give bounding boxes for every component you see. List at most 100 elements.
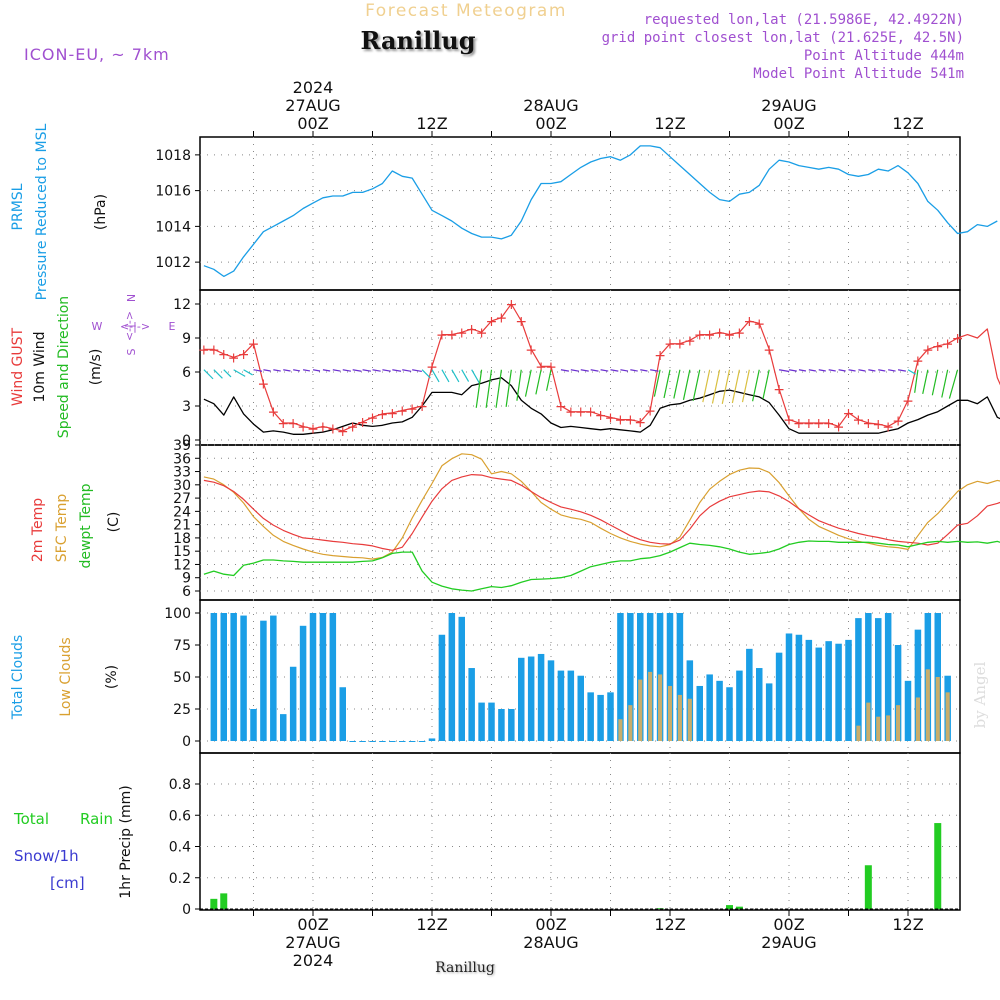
ytick-label-precip: 0.6 [169, 808, 191, 824]
total-cloud-bar [795, 634, 803, 741]
gust-marker: + [843, 406, 855, 422]
total-cloud-bar [666, 613, 674, 741]
low-cloud-bar [886, 715, 891, 741]
grid-coords: grid point closest lon,lat (21.625E, 42.… [602, 30, 964, 46]
pressure-unit: (hPa) [93, 194, 109, 230]
panel-frame-precip [199, 752, 961, 911]
wind-direction-arrow [570, 369, 580, 372]
dew-label: dewpt Temp [78, 483, 94, 568]
gust-marker: + [535, 359, 547, 375]
gust-marker: + [386, 406, 398, 422]
wind-direction-arrow [302, 369, 311, 372]
total-cloud-bar [408, 741, 416, 742]
precip-bar [934, 823, 942, 909]
footer-location: Ranillug [435, 960, 495, 976]
wind-direction-arrow [342, 369, 352, 372]
subtitle: Forecast Meteogram [365, 1, 567, 21]
gust-marker: + [674, 337, 686, 353]
wind-direction-arrow [798, 369, 807, 372]
wind-direction-arrow [922, 369, 929, 395]
total-cloud-bar [289, 666, 297, 741]
panel-frame-temperature [199, 444, 961, 601]
total-cloud-bar [270, 615, 277, 741]
low-cloud-bar [638, 679, 643, 741]
gust-marker: + [426, 359, 438, 375]
gust-marker: + [704, 328, 716, 344]
wind-direction-arrow [535, 369, 542, 395]
wind-direction-arrow [682, 369, 691, 400]
wind-direction-arrow [475, 369, 483, 408]
time-label-bottom: 12Z [892, 915, 923, 934]
total-cloud-bar [855, 618, 862, 741]
wind-direction-arrow [650, 369, 659, 372]
time-label-top: 27AUG [285, 96, 340, 115]
gust-marker: + [952, 331, 964, 347]
gust-marker: + [565, 405, 577, 421]
ytick-label-temperature: 18 [173, 531, 191, 547]
wind-direction-arrow [600, 369, 609, 372]
total-cloud-bar [389, 741, 396, 742]
time-label-bottom: 28AUG [523, 933, 578, 952]
ytick-label-temperature: 6 [182, 584, 191, 600]
wind-direction-arrow [888, 369, 896, 372]
precip-bar [864, 865, 872, 909]
wind-direction-arrow [461, 369, 470, 382]
total-cloud-bar [458, 616, 465, 741]
point-altitude: Point Altitude 444m [804, 48, 964, 64]
total-cloud-bar [418, 741, 426, 742]
compass-arrows-h: <-|-> [120, 320, 150, 333]
gust-marker: + [793, 416, 805, 432]
total-cloud-bar [775, 652, 783, 741]
ytick-label-temperature: 15 [173, 544, 191, 560]
total-cloud-bar [339, 687, 346, 741]
ytick-label-clouds: 25 [173, 702, 191, 718]
precip-ylabel: 1hr Precip (mm) [118, 785, 134, 898]
total-cloud-bar [627, 613, 634, 741]
wind-direction-arrow [485, 369, 493, 408]
ytick-label-pressure: 1012 [155, 255, 191, 271]
clouds-unit: (%) [104, 665, 120, 689]
ytick-label-temperature: 27 [173, 491, 191, 507]
wind-direction-arrow [702, 369, 711, 403]
wind-direction-arrow [495, 369, 503, 408]
wind-direction-arrow [941, 369, 949, 398]
wind-direction-arrow [441, 369, 450, 383]
low-cloud-bar [935, 677, 940, 741]
time-label-top: 12Z [654, 114, 685, 133]
gust-marker: + [267, 405, 279, 421]
compass-icon: N S W E <-|-> <-|-> [92, 294, 176, 356]
gust-marker: + [783, 413, 795, 429]
wind-direction-arrow [878, 369, 886, 372]
prmsl-label: PRMSL [10, 183, 26, 230]
total-cloud-bar [865, 613, 872, 741]
total-cloud-bar [299, 625, 307, 741]
wind-direction-arrow [233, 369, 246, 377]
wind-direction-arrow [362, 369, 372, 372]
wind-direction-arrow [640, 369, 648, 372]
ytick-label-temperature: 12 [173, 557, 191, 573]
wind-direction-arrow [711, 369, 721, 404]
precip-bar [726, 905, 733, 909]
total-cloud-bar [736, 670, 743, 741]
total-cloud-bar [250, 709, 257, 741]
gust-marker: + [595, 408, 607, 424]
total-cloud-bar [369, 741, 376, 742]
gust-marker: + [248, 337, 260, 353]
gust-marker: + [624, 413, 636, 429]
low-cloud-bar [618, 719, 623, 741]
gust-marker: + [773, 382, 785, 398]
total-cloud-bar [230, 613, 237, 741]
total-cloud-bar [448, 613, 456, 741]
ytick-label-temperature: 24 [173, 504, 191, 520]
precip-bar [210, 898, 218, 909]
wind-direction-arrow [914, 369, 919, 393]
gust-marker: + [258, 376, 270, 392]
gust-marker: + [743, 314, 755, 330]
gust-marker: + [228, 350, 240, 366]
ytick-label-temperature: 36 [173, 451, 191, 467]
total-cloud-bar [785, 633, 793, 741]
total-cloud-bar [537, 653, 545, 741]
total-cloud-bar [746, 648, 753, 741]
gust-marker: + [505, 297, 517, 313]
